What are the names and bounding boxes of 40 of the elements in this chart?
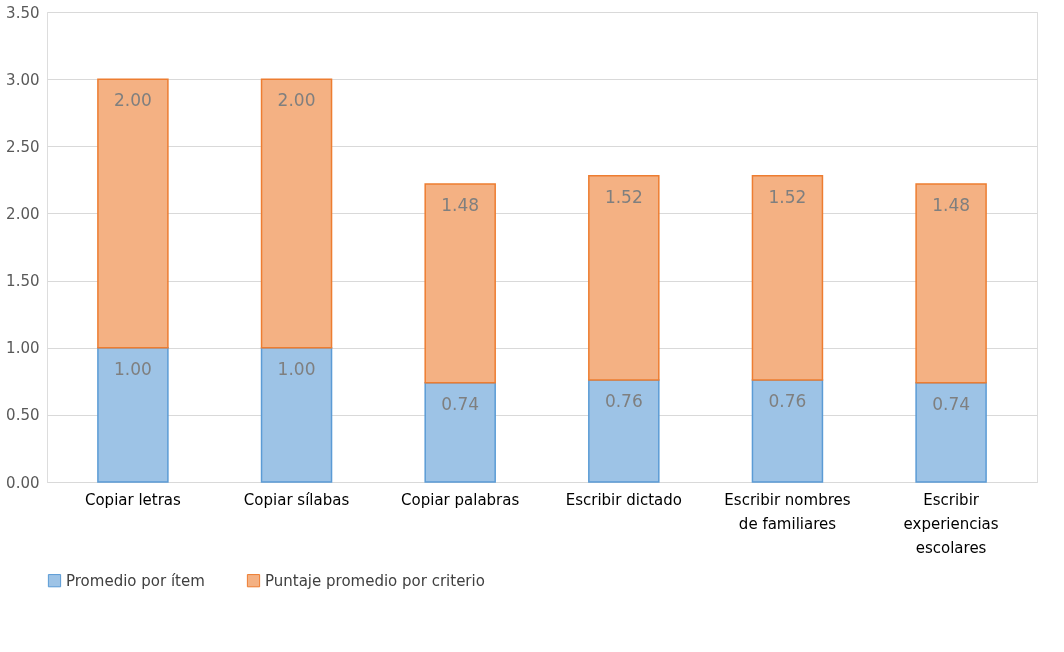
bar (260, 78, 333, 349)
y-tick-label: 0.00 (6, 473, 40, 492)
x-tick-label: Copiar palabras (401, 490, 520, 509)
data-label: 1.00 (277, 358, 316, 379)
data-label: 0.74 (932, 393, 971, 414)
bar (915, 183, 987, 384)
data-label: 0.76 (768, 390, 807, 411)
bar (915, 381, 987, 483)
bar (588, 175, 660, 381)
bar (751, 175, 824, 381)
bar (588, 379, 660, 483)
bar (751, 379, 824, 483)
bar (424, 183, 496, 384)
y-tick-label: 1.00 (6, 339, 40, 358)
data-label: 1.48 (441, 194, 480, 215)
bar (260, 346, 333, 483)
data-label: 1.52 (604, 186, 643, 207)
data-label: 1.52 (768, 186, 807, 207)
bar (424, 381, 496, 483)
legend-label: Puntaje promedio por criterio (265, 571, 485, 590)
y-tick-label: 2.00 (6, 204, 40, 223)
x-tick-label: Copiar sílabas (243, 490, 350, 509)
legend-label: Promedio por ítem (66, 571, 205, 590)
x-tick-label: Escribir experiencias escolares (903, 490, 999, 557)
bar (97, 78, 169, 349)
x-tick-label: Escribir nombres de familiares (724, 490, 851, 533)
y-tick-label: 0.50 (6, 406, 40, 425)
data-label: 1.00 (113, 358, 152, 379)
x-tick-label: Copiar letras (84, 490, 182, 509)
y-tick-label: 2.50 (6, 137, 40, 156)
data-label: 2.00 (277, 90, 316, 111)
y-tick-label: 3.00 (6, 70, 40, 89)
bar (97, 346, 169, 483)
y-tick-label: 1.50 (6, 272, 40, 291)
data-label: 0.74 (441, 393, 480, 414)
x-tick-label: Escribir dictado (565, 490, 682, 509)
data-label: 0.76 (604, 390, 643, 411)
data-label: 1.48 (932, 194, 971, 215)
data-label: 2.00 (113, 90, 152, 111)
y-tick-label: 3.50 (6, 3, 40, 22)
